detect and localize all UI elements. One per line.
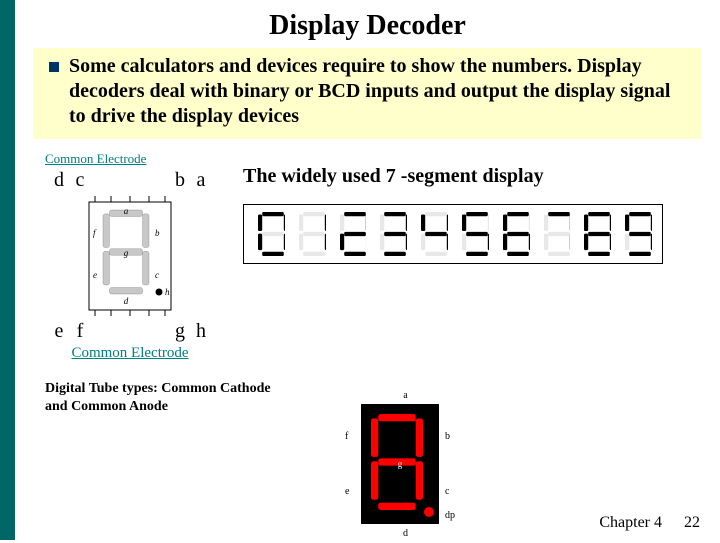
digits-strip xyxy=(243,204,663,264)
svg-text:e: e xyxy=(93,270,97,280)
svg-text:a: a xyxy=(124,206,129,216)
footer: Chapter 4 22 xyxy=(599,514,700,532)
svg-text:d: d xyxy=(403,528,408,538)
pinout-block: Common Electrode d c b a abcdefgh e f g … xyxy=(45,151,215,362)
common-electrode-bottom: Common Electrode xyxy=(45,345,215,362)
top-pin-row: d c b a xyxy=(45,169,215,192)
svg-text:c: c xyxy=(155,270,159,280)
digit-8 xyxy=(580,211,611,257)
page-title: Display Decoder xyxy=(15,0,720,48)
digit-5 xyxy=(458,211,489,257)
svg-text:b: b xyxy=(445,431,450,442)
digit-4 xyxy=(417,211,448,257)
body-highlight: Some calculators and devices require to … xyxy=(33,48,702,139)
right-column: The widely used 7 -segment display xyxy=(243,151,720,264)
pin-c: c xyxy=(72,169,88,192)
red-display: a f b e c g d dp xyxy=(333,388,478,538)
svg-text:g: g xyxy=(124,248,129,258)
pin-b: b xyxy=(172,169,188,192)
svg-text:d: d xyxy=(124,296,129,306)
svg-text:e: e xyxy=(345,486,350,497)
footer-chapter: Chapter 4 xyxy=(599,514,662,531)
digit-9 xyxy=(621,211,652,257)
pin-f: f xyxy=(72,320,88,343)
common-electrode-top: Common Electrode xyxy=(45,151,215,167)
middle-row: Common Electrode d c b a abcdefgh e f g … xyxy=(45,151,720,362)
digit-0 xyxy=(254,211,285,257)
svg-text:h: h xyxy=(165,287,170,297)
tube-types-text: Digital Tube types: Common Cathode and C… xyxy=(45,380,275,416)
svg-text:a: a xyxy=(403,390,408,401)
bottom-pin-row: e f g h xyxy=(45,320,215,343)
pin-d: d xyxy=(51,169,67,192)
pin-e: e xyxy=(51,320,67,343)
widely-used-text: The widely used 7 -segment display xyxy=(243,165,720,188)
pinout-diagram: abcdefgh xyxy=(75,196,185,316)
red-display-wrap: a f b e c g d dp xyxy=(333,388,478,543)
svg-text:c: c xyxy=(445,486,450,497)
footer-page: 22 xyxy=(684,514,700,531)
svg-text:b: b xyxy=(155,228,160,238)
pin-a: a xyxy=(193,169,209,192)
svg-text:f: f xyxy=(345,431,349,442)
digit-3 xyxy=(376,211,407,257)
svg-text:dp: dp xyxy=(445,510,455,521)
digit-7 xyxy=(540,211,571,257)
svg-text:g: g xyxy=(398,459,403,469)
digit-2 xyxy=(336,211,367,257)
pin-g: g xyxy=(172,320,188,343)
pin-h: h xyxy=(193,320,209,343)
digit-1 xyxy=(295,211,326,257)
body-text: Some calculators and devices require to … xyxy=(69,54,692,129)
bullet-icon xyxy=(49,62,59,72)
digit-6 xyxy=(499,211,530,257)
